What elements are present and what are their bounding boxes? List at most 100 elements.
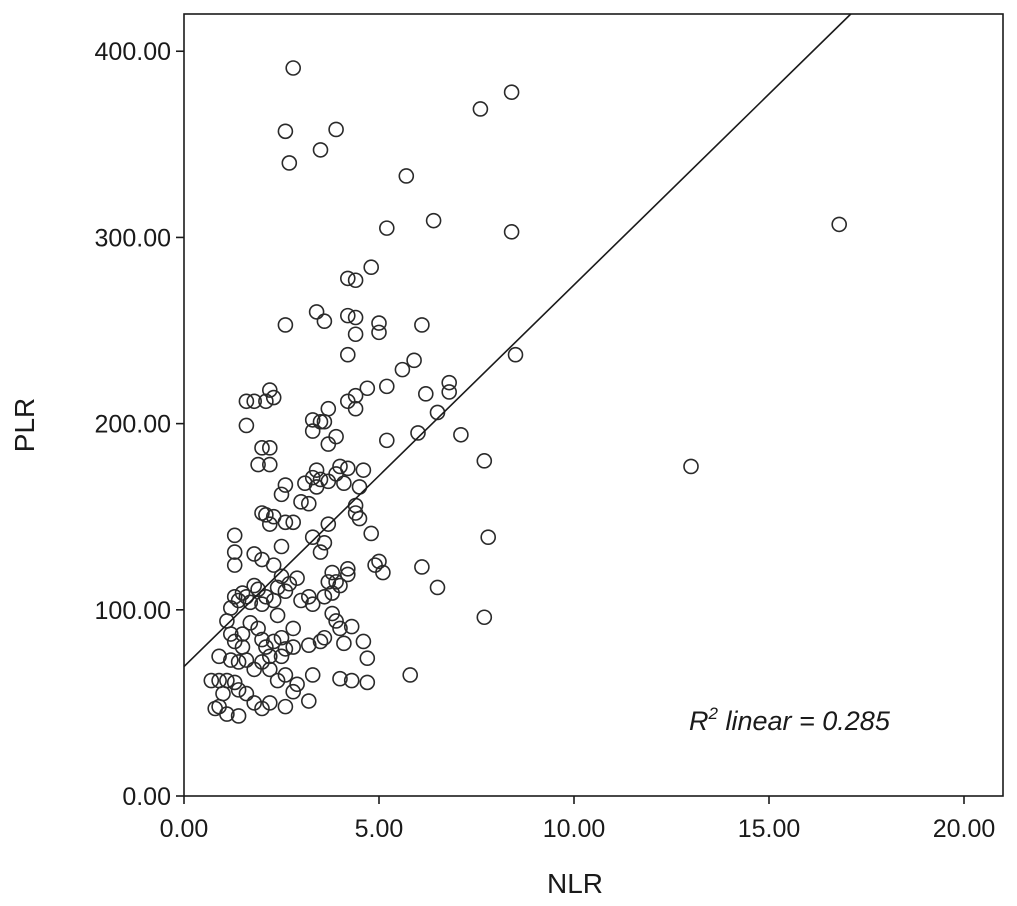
data-point <box>226 557 243 573</box>
data-point <box>293 494 309 510</box>
y-axis-label: PLR <box>9 398 40 452</box>
data-point <box>320 574 337 590</box>
data-point <box>304 423 321 439</box>
data-point <box>254 596 270 613</box>
data-point <box>246 695 262 711</box>
data-point <box>285 514 302 531</box>
data-point <box>258 507 274 523</box>
data-point <box>223 652 239 668</box>
r-squared-annotation: R2 linear = 0.285 <box>689 704 891 736</box>
data-point <box>254 631 270 648</box>
data-point <box>375 564 391 581</box>
data-point <box>320 516 337 532</box>
data-point <box>277 514 294 531</box>
data-point <box>226 588 243 605</box>
data-point <box>277 641 294 657</box>
data-point <box>312 413 329 430</box>
data-point <box>230 682 247 698</box>
data-point <box>332 620 348 637</box>
data-point <box>371 553 387 570</box>
data-point <box>203 672 220 689</box>
data-point <box>324 585 341 601</box>
data-point <box>285 683 302 700</box>
data-point <box>223 626 239 642</box>
data-point <box>273 486 290 503</box>
data-points <box>203 60 848 724</box>
data-point <box>683 458 699 475</box>
data-point <box>343 618 360 635</box>
data-point <box>441 384 458 400</box>
data-point <box>234 585 251 601</box>
data-point <box>339 561 356 577</box>
data-point <box>289 676 305 693</box>
data-point <box>312 544 329 560</box>
data-point <box>453 426 469 443</box>
data-point <box>234 626 251 642</box>
data-point <box>312 142 329 158</box>
data-point <box>277 583 294 599</box>
data-point <box>261 695 278 711</box>
data-point <box>371 315 387 331</box>
data-point <box>359 650 376 667</box>
data-point <box>328 121 344 138</box>
data-point <box>250 581 266 598</box>
data-point <box>347 272 364 289</box>
data-point <box>304 596 321 613</box>
data-point <box>371 324 387 341</box>
data-point <box>300 693 317 709</box>
data-point <box>234 639 251 655</box>
data-point <box>347 309 364 326</box>
x-tick-label: 15.00 <box>738 815 801 843</box>
data-point <box>258 639 274 655</box>
data-point <box>402 667 419 683</box>
data-point <box>316 313 333 330</box>
data-point <box>414 559 430 575</box>
data-point <box>242 615 259 631</box>
data-point <box>328 613 344 629</box>
data-point <box>406 352 422 369</box>
data-point <box>378 432 395 449</box>
data-point <box>238 393 255 410</box>
data-point <box>316 413 333 430</box>
y-tick-label: 0.00 <box>122 783 171 811</box>
data-point <box>277 667 294 683</box>
data-point <box>246 661 262 678</box>
data-point <box>265 633 282 650</box>
data-point <box>261 648 278 665</box>
data-point <box>312 633 329 650</box>
data-point <box>304 469 321 486</box>
data-point <box>339 307 356 324</box>
data-point <box>355 462 372 478</box>
data-point <box>250 456 266 473</box>
data-point <box>316 534 333 551</box>
data-point <box>273 648 290 665</box>
x-tick-label: 0.00 <box>160 815 209 843</box>
y-tick-label: 200.00 <box>95 411 171 439</box>
y-axis: PLR <box>9 398 40 452</box>
data-point <box>277 477 294 493</box>
data-point <box>289 570 305 586</box>
data-point <box>261 382 278 398</box>
data-point <box>273 568 290 585</box>
data-point <box>226 527 243 544</box>
data-point <box>359 380 376 397</box>
data-point <box>297 475 313 492</box>
plot-area <box>183 13 1004 797</box>
data-point <box>285 60 302 76</box>
data-point <box>265 389 282 406</box>
data-point <box>254 700 270 717</box>
data-point <box>378 220 395 236</box>
data-point <box>324 605 341 622</box>
data-point <box>265 557 282 573</box>
data-point <box>363 259 380 276</box>
r-squared-text: linear = 0.285 <box>718 706 891 736</box>
data-point <box>273 538 290 555</box>
data-point <box>332 458 348 475</box>
data-point <box>258 393 274 410</box>
data-point <box>414 317 430 333</box>
data-point <box>363 525 380 542</box>
data-point <box>476 609 493 626</box>
data-point <box>238 685 255 702</box>
data-point <box>304 667 321 683</box>
